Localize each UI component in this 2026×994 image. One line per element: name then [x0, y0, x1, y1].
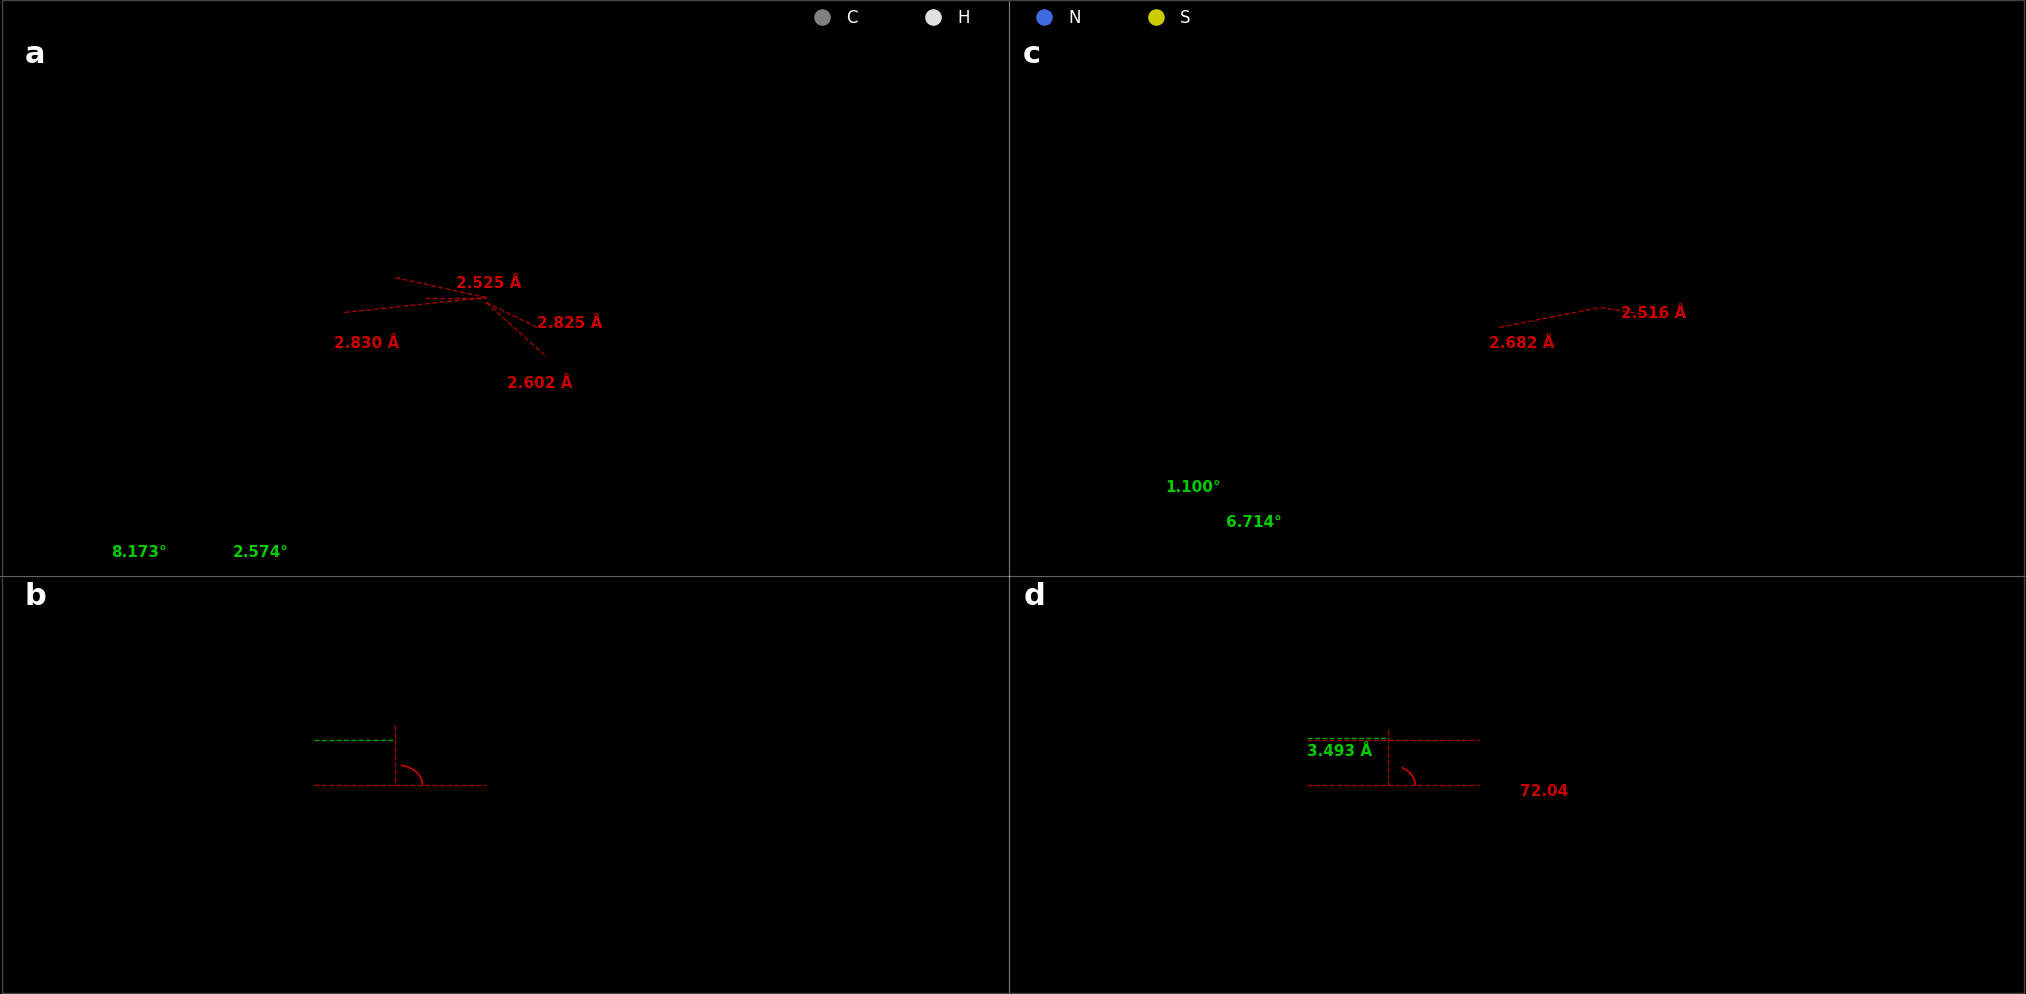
- Point: [1139, 10, 1171, 26]
- Text: 2.830 Å: 2.830 Å: [334, 335, 399, 351]
- Text: a: a: [24, 40, 45, 69]
- Text: S: S: [1179, 9, 1191, 27]
- Text: 2.574°: 2.574°: [233, 544, 290, 560]
- Text: 3.493 Å: 3.493 Å: [1307, 743, 1372, 758]
- Text: 6.714°: 6.714°: [1226, 514, 1282, 530]
- Text: 2.602 Å: 2.602 Å: [506, 375, 571, 391]
- Point: [916, 10, 948, 26]
- Point: [1027, 10, 1062, 26]
- Text: 8.173°: 8.173°: [111, 544, 168, 560]
- Text: C: C: [847, 9, 857, 27]
- Text: 2.825 Å: 2.825 Å: [537, 315, 602, 331]
- Text: N: N: [1070, 9, 1082, 27]
- Text: c: c: [1023, 40, 1041, 69]
- Text: 2.525 Å: 2.525 Å: [456, 275, 521, 291]
- Text: H: H: [958, 9, 970, 27]
- Text: d: d: [1023, 581, 1045, 610]
- Text: 1.100°: 1.100°: [1165, 479, 1220, 495]
- Text: 72.04: 72.04: [1520, 782, 1568, 798]
- Text: b: b: [24, 581, 47, 610]
- Text: 2.516 Å: 2.516 Å: [1621, 305, 1686, 321]
- Text: 2.682 Å: 2.682 Å: [1489, 335, 1554, 351]
- Point: [804, 10, 839, 26]
